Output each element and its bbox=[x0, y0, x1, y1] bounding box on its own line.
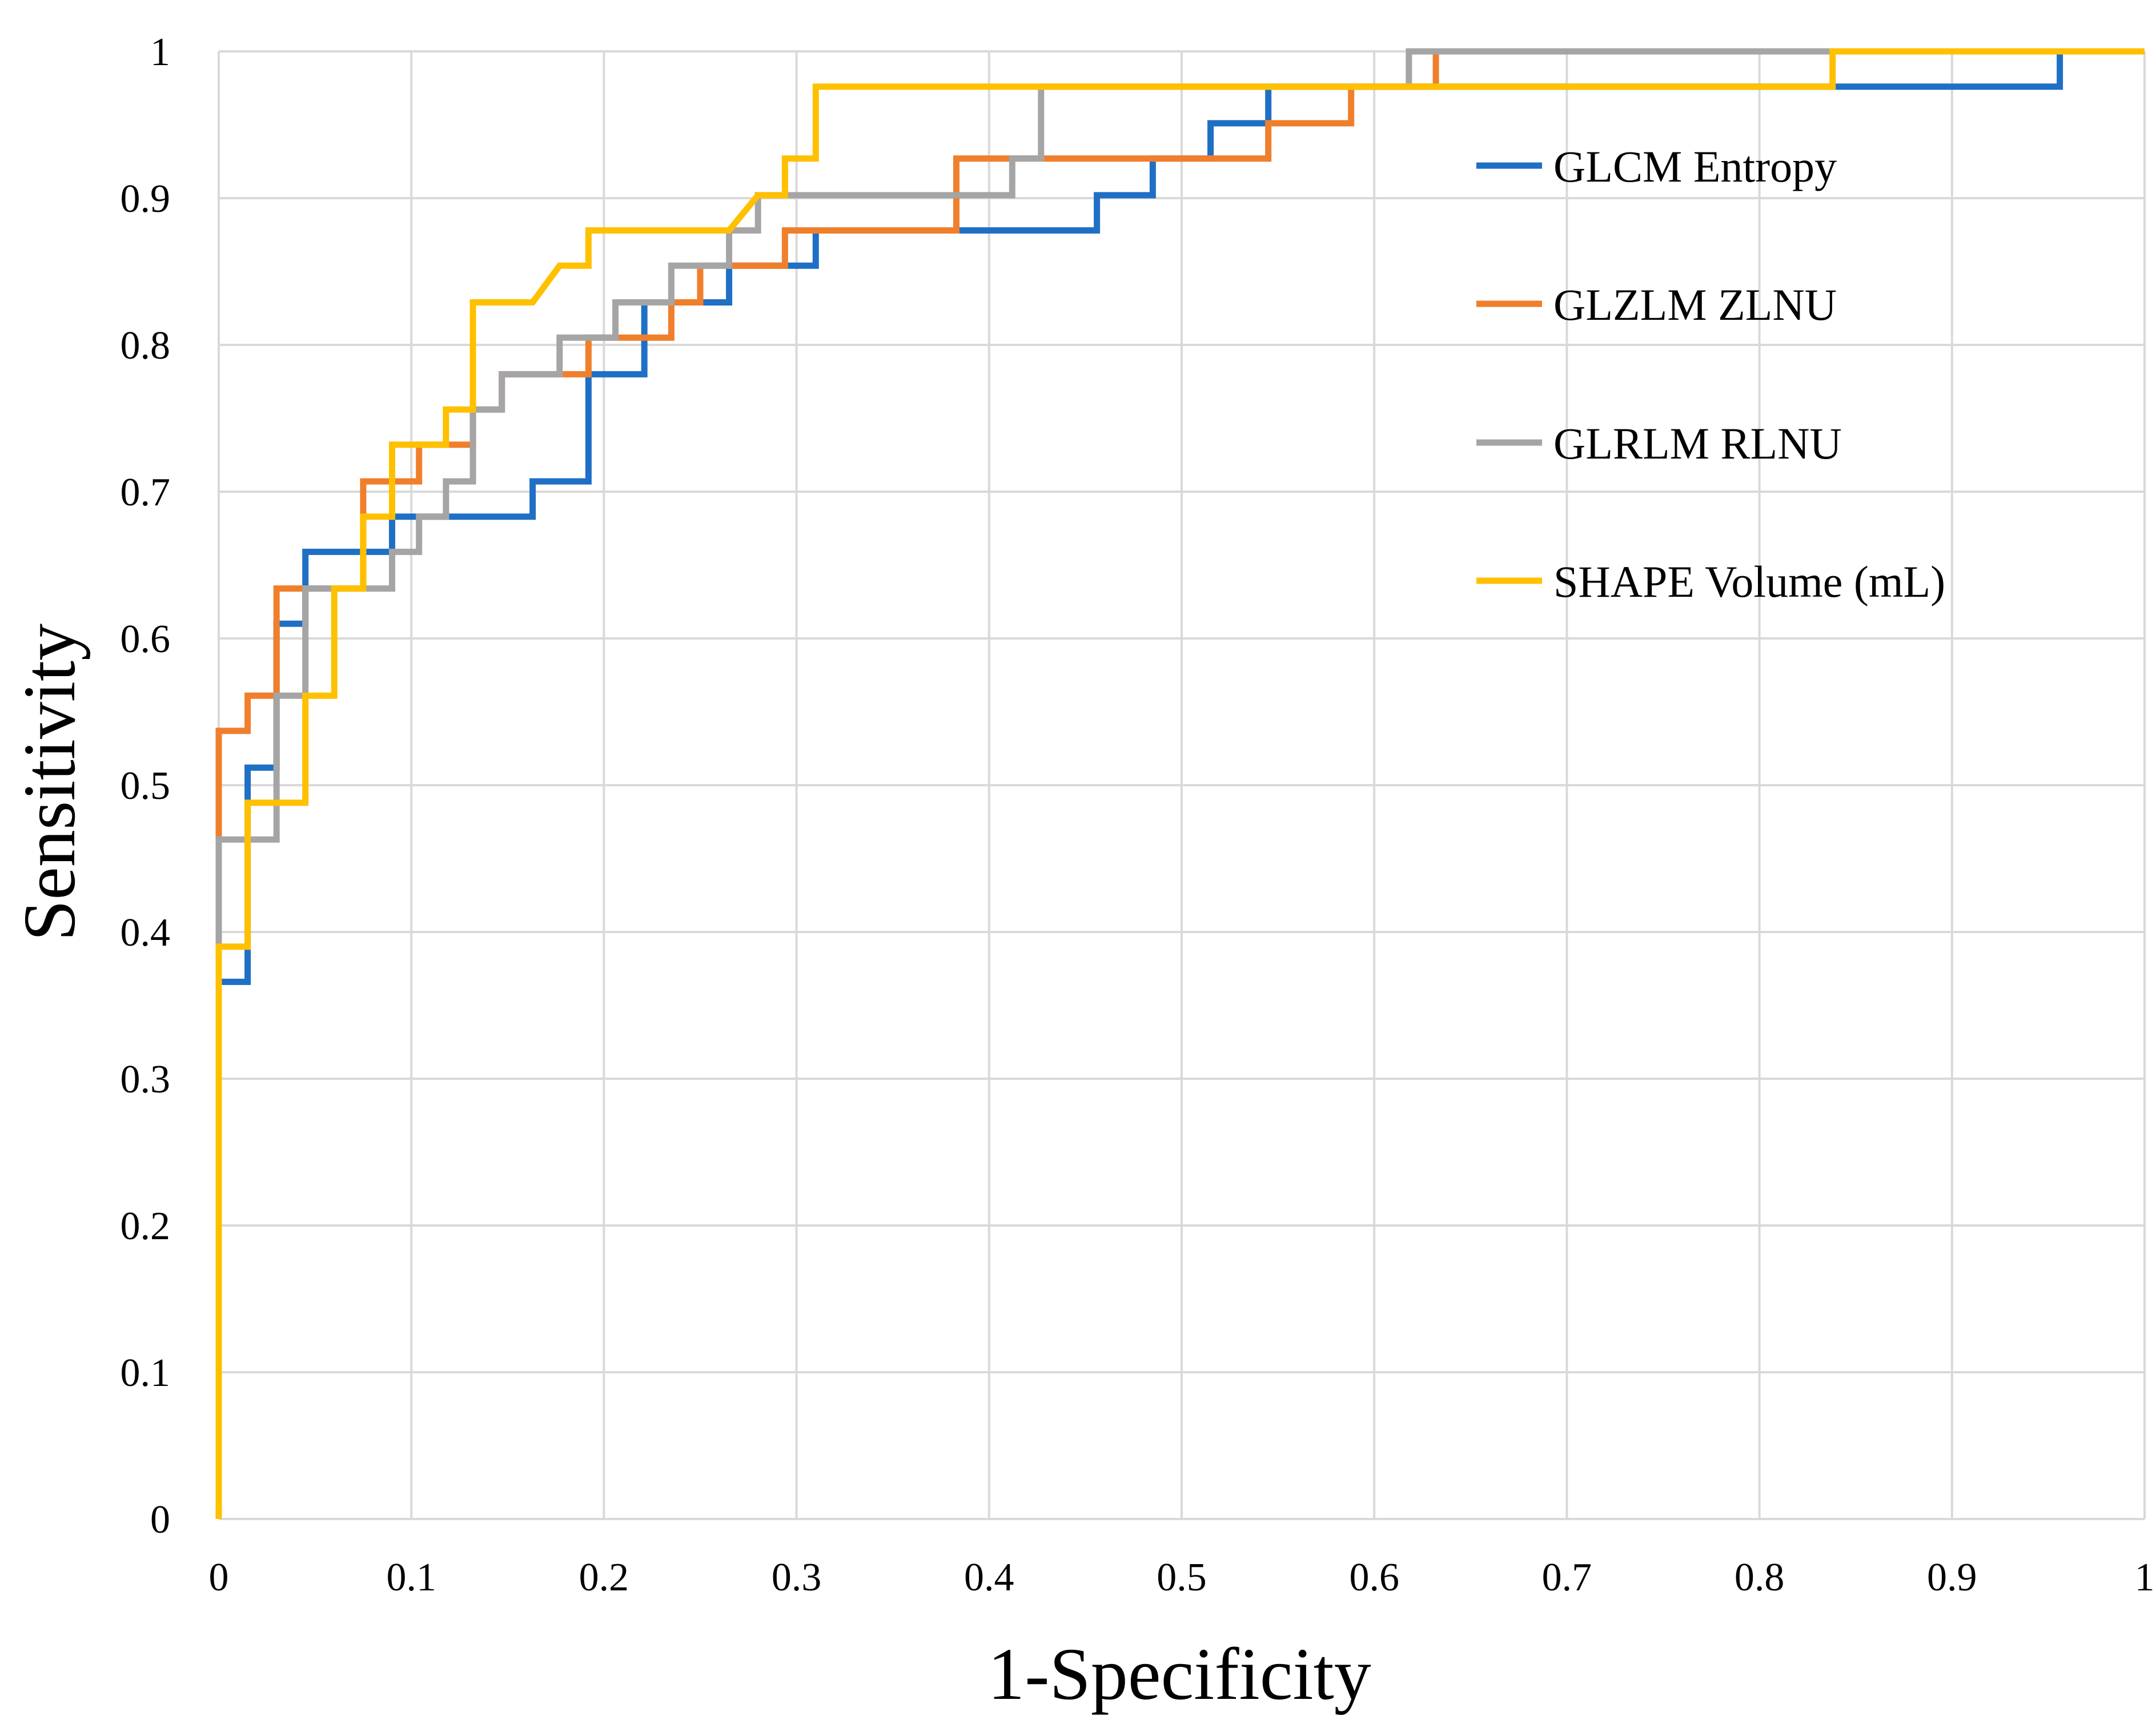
x-axis-title: 1-Specificity bbox=[987, 1633, 1371, 1715]
y-tick-label: 0.8 bbox=[121, 324, 171, 368]
y-tick-label: 0.5 bbox=[121, 764, 171, 808]
y-tick-label: 0.4 bbox=[121, 911, 171, 955]
y-tick-label: 0.9 bbox=[121, 177, 171, 221]
x-tick-label: 0.9 bbox=[1927, 1556, 1977, 1600]
y-tick-label: 0.1 bbox=[121, 1351, 171, 1395]
x-tick-label: 0.5 bbox=[1157, 1556, 1207, 1600]
x-tick-label: 0.1 bbox=[386, 1556, 436, 1600]
y-tick-label: 0 bbox=[150, 1498, 170, 1542]
x-tick-label: 0 bbox=[209, 1556, 229, 1600]
legend: GLCM Entropy GLZLM ZLNU GLRLM RLNU SHAPE Vo… bbox=[1476, 142, 1945, 606]
series-line-4 bbox=[215, 48, 2145, 1519]
y-tick-label: 0.3 bbox=[121, 1058, 171, 1102]
y-tick-label: 0.2 bbox=[121, 1204, 171, 1248]
x-tick-label: 0.6 bbox=[1349, 1556, 1399, 1600]
x-tick-label: 0.4 bbox=[964, 1556, 1014, 1600]
legend-label: GLRLM RLNU bbox=[1553, 419, 1842, 468]
series-line-2 bbox=[215, 48, 2145, 1519]
legend-label: SHAPE Volume (mL) bbox=[1553, 557, 1945, 606]
series-layer bbox=[215, 48, 2145, 1519]
legend-label: GLCM Entropy bbox=[1553, 142, 1837, 191]
x-tick-label: 1 bbox=[2135, 1556, 2155, 1600]
tick-label-layer: 0 0.1 0.2 0.3 0.4 0.5 0.6 0.7 0.8 0.9 1 0 0.1 0.2 0.3 0… bbox=[121, 30, 2155, 1600]
legend-label: GLZLM ZLNU bbox=[1553, 280, 1837, 329]
x-tick-label: 0.8 bbox=[1735, 1556, 1785, 1600]
y-tick-label: 1 bbox=[150, 30, 170, 74]
y-axis-title: Sensitivity bbox=[9, 624, 91, 941]
x-tick-label: 0.2 bbox=[579, 1556, 629, 1600]
x-tick-label: 0.7 bbox=[1542, 1556, 1592, 1600]
y-tick-label: 0.6 bbox=[121, 617, 171, 661]
x-tick-label: 0.3 bbox=[772, 1556, 822, 1600]
y-tick-label: 0.7 bbox=[121, 471, 171, 515]
